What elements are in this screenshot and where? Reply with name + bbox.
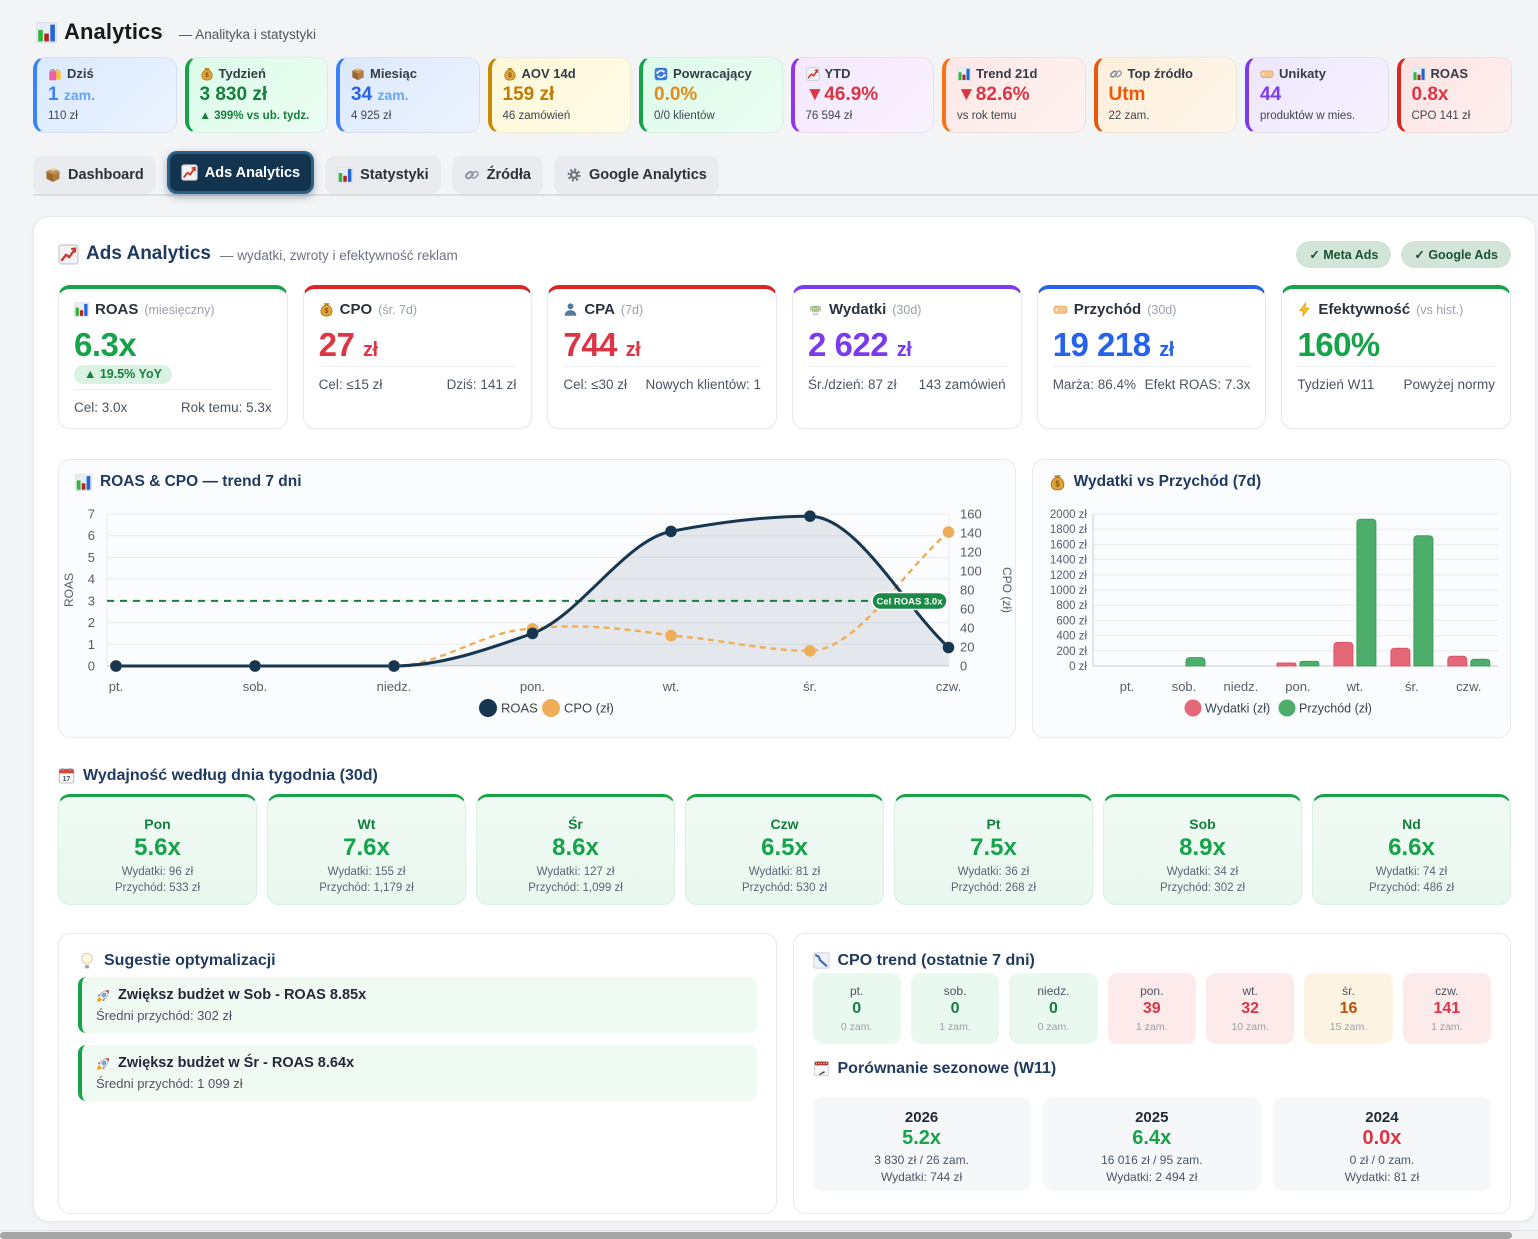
svg-text:0: 0	[960, 659, 967, 674]
svg-text:ROAS: ROAS	[62, 573, 76, 607]
svg-text:5: 5	[88, 550, 95, 565]
svg-text:200 zł: 200 zł	[1056, 646, 1087, 658]
svg-text:7: 7	[88, 507, 95, 522]
svg-text:śr.: śr.	[1405, 679, 1419, 694]
svg-text:4: 4	[88, 572, 95, 587]
svg-text:160: 160	[960, 507, 982, 522]
svg-text:100: 100	[960, 564, 982, 579]
svg-text:1: 1	[88, 637, 95, 652]
svg-text:1600 zł: 1600 zł	[1050, 539, 1088, 551]
svg-text:śr.: śr.	[803, 679, 817, 694]
svg-text:40: 40	[960, 621, 974, 636]
svg-text:6: 6	[88, 528, 95, 543]
svg-text:czw.: czw.	[1456, 679, 1481, 694]
svg-text:Wydatki (zł): Wydatki (zł)	[1205, 702, 1270, 716]
svg-text:pt.: pt.	[109, 679, 123, 694]
svg-text:80: 80	[960, 583, 974, 598]
svg-text:pon.: pon.	[1285, 679, 1310, 694]
svg-text:1400 zł: 1400 zł	[1050, 555, 1088, 567]
svg-text:60: 60	[960, 602, 974, 617]
svg-text:Cel ROAS 3.0x: Cel ROAS 3.0x	[877, 596, 944, 607]
svg-text:2000 zł: 2000 zł	[1050, 509, 1088, 521]
svg-text:3: 3	[88, 593, 95, 608]
svg-text:CPO (zł): CPO (zł)	[564, 701, 614, 716]
svg-text:ROAS: ROAS	[501, 701, 538, 716]
svg-text:niedz.: niedz.	[377, 679, 412, 694]
svg-text:CPO (zł): CPO (zł)	[1000, 567, 1014, 613]
svg-text:niedz.: niedz.	[1223, 679, 1258, 694]
svg-text:1800 zł: 1800 zł	[1050, 524, 1088, 536]
svg-text:0: 0	[88, 659, 95, 674]
svg-text:400 zł: 400 zł	[1056, 631, 1087, 643]
svg-text:20: 20	[960, 640, 974, 655]
svg-text:1200 zł: 1200 zł	[1050, 570, 1088, 582]
svg-text:2: 2	[88, 615, 95, 630]
svg-text:120: 120	[960, 545, 982, 560]
svg-text:0 zł: 0 zł	[1069, 661, 1087, 673]
svg-text:1000 zł: 1000 zł	[1050, 585, 1088, 597]
svg-text:wt.: wt.	[662, 679, 680, 694]
svg-text:140: 140	[960, 526, 982, 541]
svg-text:czw.: czw.	[936, 679, 961, 694]
svg-text:wt.: wt.	[1345, 679, 1363, 694]
svg-text:pon.: pon.	[520, 679, 545, 694]
svg-text:sob.: sob.	[243, 679, 268, 694]
svg-text:800 zł: 800 zł	[1056, 600, 1087, 612]
svg-text:Przychód (zł): Przychód (zł)	[1299, 702, 1372, 716]
svg-text:sob.: sob.	[1171, 679, 1196, 694]
svg-text:600 zł: 600 zł	[1056, 615, 1087, 627]
svg-text:pt.: pt.	[1119, 679, 1133, 694]
